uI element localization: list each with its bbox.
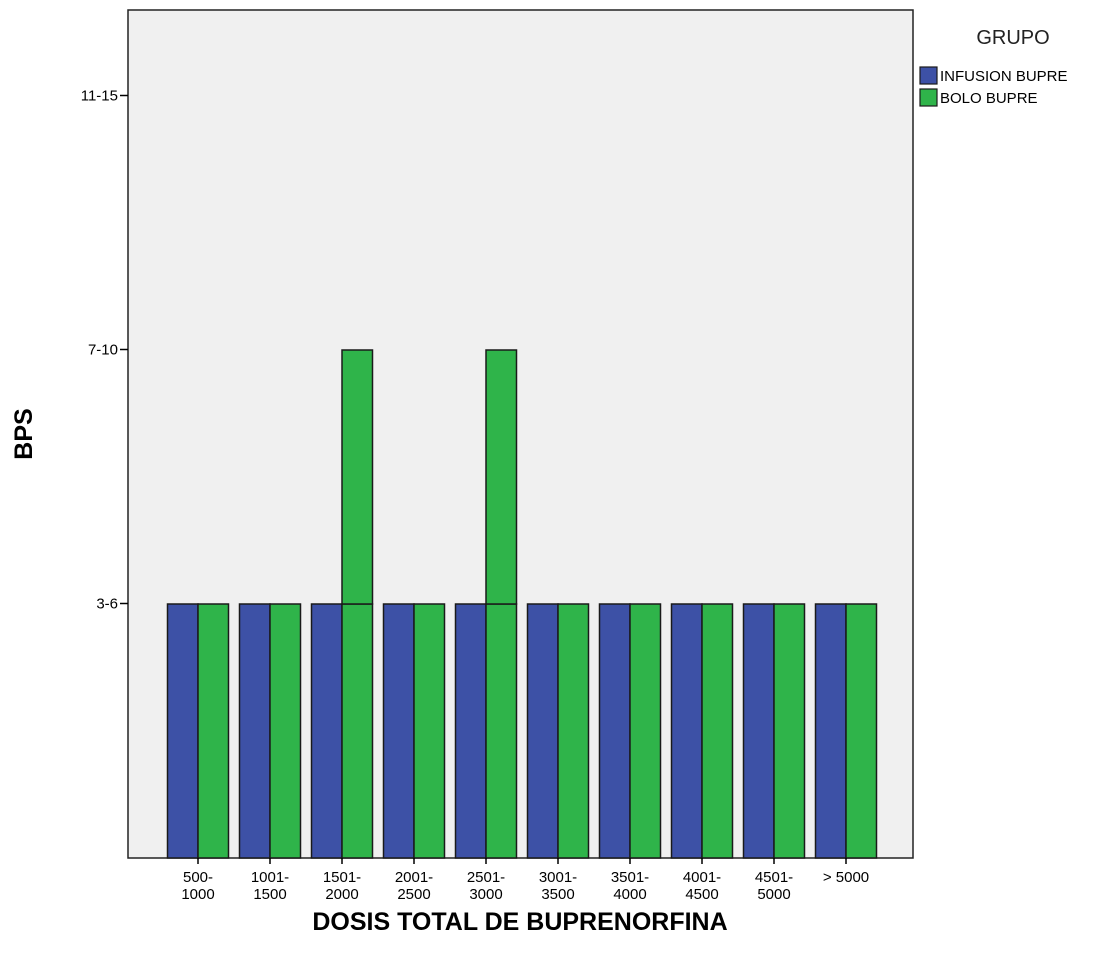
- x-tick-label: 3001-3500: [539, 869, 577, 903]
- x-tick-label: > 5000: [823, 869, 869, 886]
- bar-bolo-7: [701, 603, 734, 859]
- bar-bolo-9: [845, 603, 878, 859]
- x-tick-label: 4001-4500: [683, 869, 721, 903]
- bar-infusion-7: [670, 603, 703, 859]
- bar-bolo-1: [269, 603, 302, 859]
- bar-bolo-3: [413, 603, 446, 859]
- x-tick-label: 500-1000: [181, 869, 214, 903]
- bar-bolo-2: [341, 603, 374, 859]
- bar-infusion-9: [814, 603, 847, 859]
- legend-entry-label: INFUSION BUPRE: [940, 68, 1068, 85]
- bar-infusion-1: [238, 603, 271, 859]
- legend-title: GRUPO: [976, 27, 1049, 49]
- x-tick-label: 4501-5000: [755, 869, 793, 903]
- y-tick-label: 11-15: [81, 88, 118, 105]
- bar-infusion-5: [526, 603, 559, 859]
- y-tick-label: 3-6: [96, 596, 118, 613]
- y-tick-label: 7-10: [88, 342, 118, 359]
- bar-bolo-2-seg1: [341, 349, 374, 605]
- bar-bolo-5: [557, 603, 590, 859]
- bar-infusion-0: [166, 603, 199, 859]
- y-axis-title: BPS: [10, 408, 38, 459]
- x-tick-label: 2501-3000: [467, 869, 505, 903]
- x-tick-label: 3501-4000: [611, 869, 649, 903]
- bar-bolo-4: [485, 603, 518, 859]
- legend-swatch: [919, 88, 938, 107]
- y-axis: 3-6 7-10 11-15: [81, 88, 128, 613]
- x-axis-title: DOSIS TOTAL DE BUPRENORFINA: [312, 908, 727, 936]
- x-tick-label: 1001-1500: [251, 869, 289, 903]
- x-tick-label: 2001-2500: [395, 869, 433, 903]
- legend-swatch: [919, 66, 938, 85]
- bar-infusion-8: [742, 603, 775, 859]
- bar-bolo-0: [197, 603, 230, 859]
- bar-infusion-3: [382, 603, 415, 859]
- bars-group: [166, 349, 878, 859]
- bar-bolo-6: [629, 603, 662, 859]
- bar-infusion-4: [454, 603, 487, 859]
- bar-infusion-2: [310, 603, 343, 859]
- bar-bolo-8: [773, 603, 806, 859]
- legend: GRUPO INFUSION BUPRE BOLO BUPRE: [919, 27, 1068, 107]
- bar-infusion-6: [598, 603, 631, 859]
- legend-entry-label: BOLO BUPRE: [940, 90, 1038, 107]
- x-axis: 500-1000 1001-1500 1501-2000 2001-2500 2501-…: [181, 858, 869, 903]
- x-tick-label: 1501-2000: [323, 869, 361, 903]
- bar-bolo-4-seg1: [485, 349, 518, 605]
